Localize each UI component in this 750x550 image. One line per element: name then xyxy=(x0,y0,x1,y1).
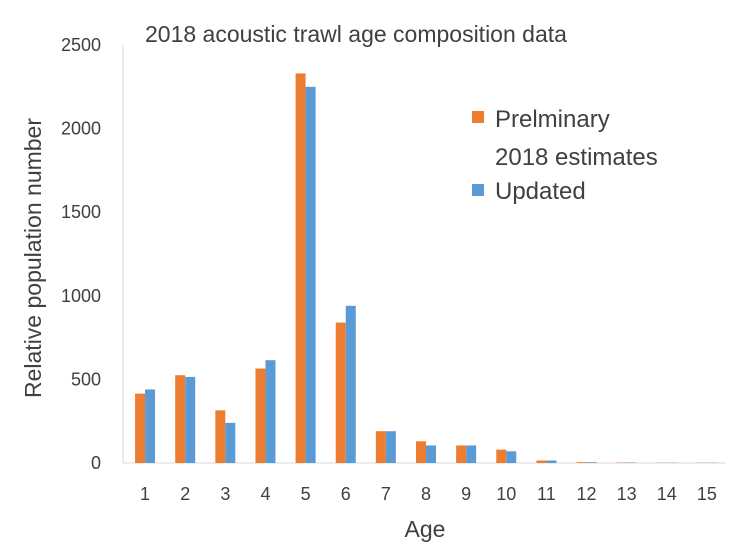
bar-updated-age-12 xyxy=(586,462,597,463)
x-tick-label: 5 xyxy=(301,484,311,504)
legend-swatch-updated xyxy=(472,184,484,196)
x-tick-label: 7 xyxy=(381,484,391,504)
bar-preliminary-age-9 xyxy=(456,445,467,463)
x-tick-label: 14 xyxy=(657,484,677,504)
x-tick-label: 11 xyxy=(537,484,556,504)
bar-updated-age-6 xyxy=(345,305,356,463)
y-axis-label: Relative population number xyxy=(20,118,46,398)
bar-updated-age-11 xyxy=(546,460,557,463)
y-axis-ticks: 0 500 1000 1500 2000 2500 xyxy=(61,35,101,473)
bar-updated-age-5 xyxy=(305,86,316,464)
legend: Prelminary 2018 estimates Updated xyxy=(472,106,658,205)
legend-label-preliminary-line2: 2018 estimates xyxy=(495,144,658,171)
y-tick-label: 2500 xyxy=(61,35,101,55)
bar-preliminary-age-8 xyxy=(416,441,426,463)
x-tick-label: 3 xyxy=(220,484,230,504)
bar-updated-age-8 xyxy=(426,445,436,463)
bar-preliminary-age-10 xyxy=(496,449,507,463)
x-tick-label: 13 xyxy=(617,484,637,504)
x-tick-label: 6 xyxy=(341,484,351,504)
legend-label-updated: Updated xyxy=(495,178,586,205)
y-tick-label: 0 xyxy=(91,453,101,473)
x-axis-label: Age xyxy=(405,516,446,542)
x-tick-label: 1 xyxy=(140,484,150,504)
bar-preliminary-age-11 xyxy=(536,460,547,463)
bar-preliminary-age-7 xyxy=(375,431,386,463)
bar-updated-age-7 xyxy=(385,431,396,463)
chart-title: 2018 acoustic trawl age composition data xyxy=(145,21,567,47)
y-tick-label: 2000 xyxy=(61,119,101,139)
bar-updated-age-3 xyxy=(225,422,236,463)
y-tick-label: 1000 xyxy=(61,286,101,306)
bar-preliminary-age-12 xyxy=(576,462,587,463)
bar-preliminary-age-4 xyxy=(255,368,266,463)
bar-updated-age-13 xyxy=(626,462,637,463)
bar-updated-age-9 xyxy=(466,445,477,463)
bar-updated-age-2 xyxy=(185,376,196,463)
bar-preliminary-age-3 xyxy=(215,410,226,463)
x-tick-label: 8 xyxy=(421,484,431,504)
bar-preliminary-age-13 xyxy=(616,462,627,463)
bar-preliminary-age-6 xyxy=(335,322,346,463)
bar-updated-age-1 xyxy=(145,389,156,463)
x-tick-label: 12 xyxy=(577,484,597,504)
x-tick-label: 4 xyxy=(260,484,270,504)
x-tick-label: 9 xyxy=(461,484,471,504)
y-tick-label: 500 xyxy=(71,369,101,389)
x-tick-label: 2 xyxy=(180,484,190,504)
bars-group xyxy=(135,73,717,464)
x-tick-label: 10 xyxy=(496,484,516,504)
x-tick-label: 15 xyxy=(697,484,717,504)
legend-label-preliminary-line1: Prelminary xyxy=(495,106,610,133)
bar-preliminary-age-1 xyxy=(135,393,146,463)
legend-swatch-preliminary xyxy=(472,111,484,123)
bar-preliminary-age-2 xyxy=(175,375,186,463)
bar-preliminary-age-5 xyxy=(295,73,306,463)
bar-updated-age-4 xyxy=(265,360,276,463)
x-axis-ticks: 1 2 3 4 5 6 7 8 9 10 11 12 13 14 15 xyxy=(140,484,717,504)
y-tick-label: 1500 xyxy=(61,202,101,222)
bar-updated-age-10 xyxy=(506,451,517,463)
